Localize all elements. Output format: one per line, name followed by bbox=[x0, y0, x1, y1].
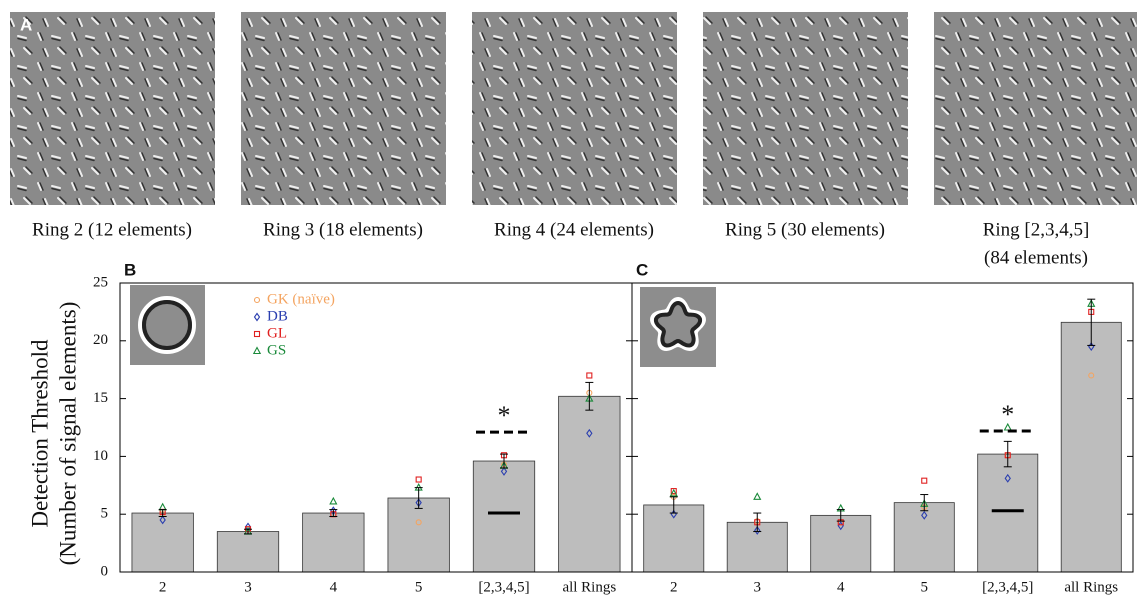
point bbox=[415, 519, 422, 526]
y-tick-label: 10 bbox=[93, 448, 108, 464]
x-tick-label: 3 bbox=[754, 579, 762, 595]
y-tick-label: 25 bbox=[93, 274, 108, 290]
point bbox=[159, 515, 166, 525]
caption: Ring 4 (24 elements) bbox=[494, 219, 654, 240]
x-tick-label: 5 bbox=[415, 579, 423, 595]
x-tick-label: all Rings bbox=[1064, 579, 1118, 595]
plot-frame bbox=[631, 282, 1134, 573]
y-tick-label: 5 bbox=[101, 506, 109, 522]
point bbox=[753, 492, 762, 500]
legend-label: GL bbox=[267, 325, 287, 341]
point bbox=[253, 330, 261, 338]
x-tick-label: 4 bbox=[330, 579, 338, 595]
point bbox=[329, 496, 338, 505]
bar bbox=[387, 497, 450, 573]
point bbox=[754, 525, 761, 535]
bar bbox=[302, 512, 365, 573]
caption: Ring [2,3,4,5] bbox=[983, 219, 1090, 240]
bar bbox=[472, 460, 536, 573]
x-tick-label: [2,3,4,5] bbox=[478, 579, 529, 595]
point bbox=[1088, 372, 1095, 379]
caption: Ring 5 (30 elements) bbox=[725, 219, 885, 240]
stimulus-image bbox=[934, 12, 1137, 205]
point bbox=[921, 477, 928, 484]
x-tick-label: 2 bbox=[159, 579, 167, 595]
stimulus-image bbox=[703, 12, 908, 205]
annotation: * bbox=[1001, 400, 1014, 429]
x-tick-label: 3 bbox=[244, 579, 252, 595]
caption: (84 elements) bbox=[984, 247, 1088, 268]
caption: Ring 3 (18 elements) bbox=[263, 219, 423, 240]
point bbox=[1004, 473, 1011, 483]
legend-label: DB bbox=[267, 308, 288, 324]
y-tick-label: 20 bbox=[93, 332, 108, 348]
y-axis-label: (Number of signal elements) bbox=[55, 302, 80, 566]
y-tick-label: 0 bbox=[101, 563, 109, 579]
bar bbox=[1060, 321, 1122, 573]
panel-label: B bbox=[124, 260, 136, 279]
bar bbox=[893, 502, 955, 573]
stimulus-panel: Ring 2 (12 elements) Ring 3 (18 elements)… bbox=[10, 12, 1137, 268]
bar bbox=[977, 453, 1039, 573]
stimulus-image bbox=[472, 12, 677, 205]
inset-pentagon bbox=[640, 287, 716, 367]
bar bbox=[216, 531, 280, 573]
x-tick-label: 5 bbox=[921, 579, 929, 595]
annotation: * bbox=[498, 401, 511, 430]
point bbox=[670, 488, 677, 495]
bar bbox=[810, 514, 872, 573]
legend-label: GS bbox=[267, 342, 286, 358]
point bbox=[669, 488, 678, 497]
point bbox=[253, 312, 261, 322]
inset-circle bbox=[130, 285, 205, 365]
x-tick-label: 2 bbox=[670, 579, 678, 595]
point bbox=[921, 510, 928, 520]
x-tick-label: [2,3,4,5] bbox=[982, 579, 1033, 595]
bar bbox=[558, 395, 621, 573]
x-tick-label: 4 bbox=[837, 579, 845, 595]
point bbox=[253, 296, 261, 304]
point bbox=[252, 346, 262, 355]
point bbox=[586, 372, 593, 379]
point bbox=[586, 428, 593, 438]
bar bbox=[643, 504, 705, 573]
point bbox=[415, 476, 422, 483]
caption: Ring 2 (12 elements) bbox=[32, 219, 192, 240]
stimulus-image bbox=[241, 12, 446, 205]
panel-label: C bbox=[636, 260, 648, 279]
legend-label: GK (naïve) bbox=[267, 291, 335, 307]
stimulus-image bbox=[10, 12, 215, 205]
y-axis-label: Detection Threshold bbox=[27, 339, 52, 527]
point bbox=[500, 466, 508, 476]
y-tick-label: 15 bbox=[93, 390, 108, 406]
x-tick-label: all Rings bbox=[562, 579, 616, 595]
panel-label: A bbox=[20, 15, 32, 34]
bar bbox=[131, 512, 194, 573]
